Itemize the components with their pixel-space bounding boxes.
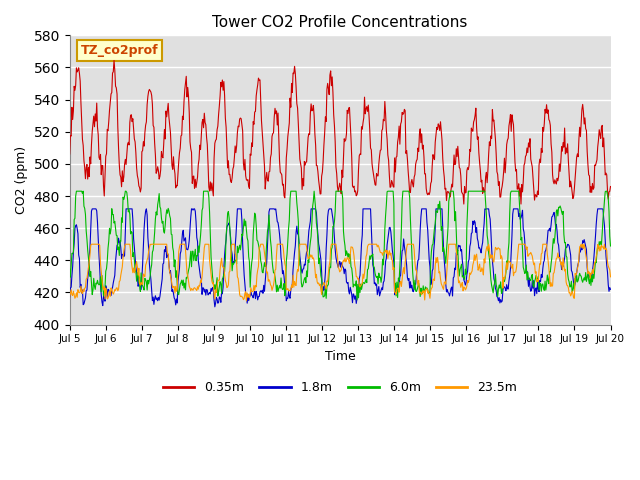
Legend: 0.35m, 1.8m, 6.0m, 23.5m: 0.35m, 1.8m, 6.0m, 23.5m <box>158 376 522 399</box>
Y-axis label: CO2 (ppm): CO2 (ppm) <box>15 146 28 214</box>
X-axis label: Time: Time <box>324 350 355 363</box>
Text: TZ_co2prof: TZ_co2prof <box>81 44 158 57</box>
Title: Tower CO2 Profile Concentrations: Tower CO2 Profile Concentrations <box>212 15 468 30</box>
